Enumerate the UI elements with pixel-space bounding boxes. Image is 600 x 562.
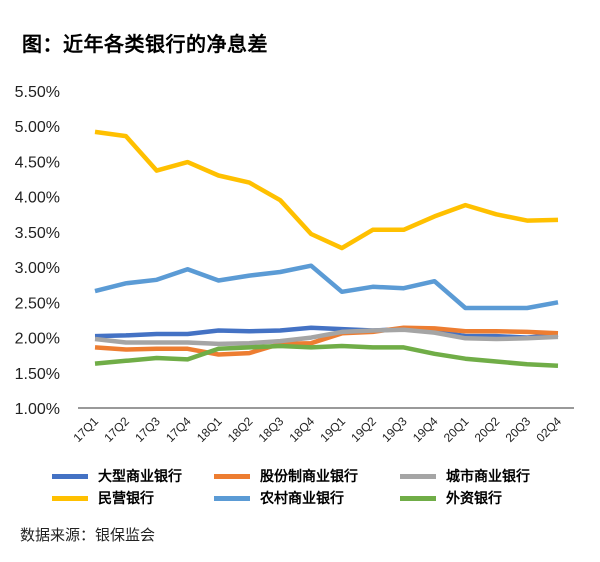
x-tick-label: 17Q1 [70, 414, 101, 445]
series-line-4 [94, 263, 559, 311]
x-tick-label: 20Q2 [472, 414, 503, 445]
y-tick-label: 1.50% [15, 366, 60, 383]
legend-swatch [214, 495, 250, 501]
x-tick-label: 20Q3 [503, 414, 534, 445]
legend-item-private-banks: 民营银行 [52, 488, 214, 508]
x-tick-label: 19Q1 [317, 414, 348, 445]
x-axis-ticks: 17Q1 17Q2 17Q3 17Q4 18Q1 18Q2 18Q3 18Q4 19Q1 19Q2… [70, 414, 564, 445]
legend-row: 民营银行 农村商业银行 外资银行 [52, 487, 592, 509]
legend-label: 农村商业银行 [260, 491, 344, 507]
y-tick-label: 3.50% [15, 225, 60, 242]
y-tick-label: 5.00% [15, 119, 60, 136]
series-line-1 [94, 325, 559, 357]
series-line-0 [94, 325, 559, 340]
y-tick-label: 4.00% [15, 190, 60, 207]
legend-item-rural-banks: 农村商业银行 [214, 488, 400, 508]
legend-swatch [400, 495, 436, 501]
x-tick-label: 17Q2 [101, 414, 132, 445]
legend-swatch [400, 473, 436, 479]
x-tick-label: 18Q2 [225, 414, 256, 445]
legend-label: 民营银行 [98, 491, 154, 507]
x-tick-label: 19Q2 [348, 414, 379, 445]
chart-title: 图：近年各类银行的净息差 [22, 32, 268, 56]
y-tick-label: 4.50% [15, 154, 60, 171]
y-tick-label: 3.00% [15, 260, 60, 277]
x-tick-label: 17Q4 [163, 414, 194, 445]
legend-swatch [214, 473, 250, 479]
x-tick-label: 18Q1 [194, 414, 225, 445]
line-chart: 1.00% 1.50% 2.00% 2.50% 3.00% 3.50% 4.00% 4.50%… [15, 84, 574, 445]
series-line-2 [94, 327, 559, 347]
x-tick-label: 20Q1 [441, 414, 472, 445]
data-source-note: 数据来源：银保监会 [20, 526, 156, 544]
x-tick-label: 02Q4 [533, 414, 564, 445]
legend-item-foreign-banks: 外资银行 [400, 488, 562, 508]
y-axis-ticks: 1.00% 1.50% 2.00% 2.50% 3.00% 3.50% 4.00% 4.50%… [15, 84, 60, 418]
legend-swatch [52, 473, 88, 479]
legend-label: 大型商业银行 [98, 469, 182, 485]
legend-row: 大型商业银行 股份制商业银行 城市商业银行 [52, 465, 592, 487]
series-line-3 [94, 129, 559, 251]
y-tick-label: 2.50% [15, 295, 60, 312]
x-tick-label: 18Q3 [256, 414, 287, 445]
series-lines [94, 129, 559, 368]
legend-label: 城市商业银行 [446, 469, 530, 485]
legend-item-city-banks: 城市商业银行 [400, 466, 562, 486]
legend-item-joint-stock-banks: 股份制商业银行 [214, 466, 400, 486]
y-tick-label: 2.00% [15, 331, 60, 348]
legend: 大型商业银行 股份制商业银行 城市商业银行 民营银行 农村商业银行 外资银行 [52, 465, 592, 509]
legend-swatch [52, 495, 88, 501]
legend-label: 外资银行 [446, 491, 502, 507]
legend-item-large-banks: 大型商业银行 [52, 466, 214, 486]
legend-label: 股份制商业银行 [260, 469, 358, 485]
x-tick-label: 17Q3 [132, 414, 163, 445]
x-tick-label: 19Q3 [379, 414, 410, 445]
y-tick-label: 5.50% [15, 84, 60, 101]
x-tick-label: 18Q4 [287, 414, 318, 445]
y-tick-label: 1.00% [15, 401, 60, 418]
series-line-5 [94, 343, 559, 368]
x-tick-label: 19Q4 [410, 414, 441, 445]
